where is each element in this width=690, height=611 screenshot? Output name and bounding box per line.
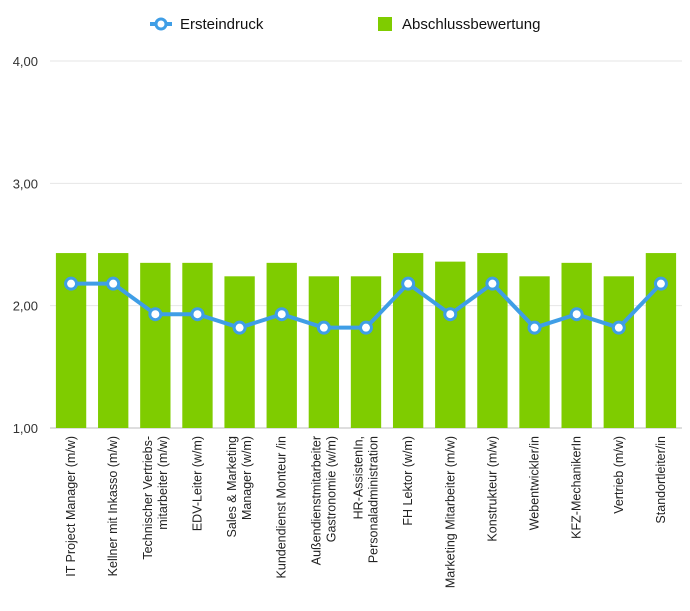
line-point bbox=[316, 320, 331, 335]
x-tick-label: AußendienstmitarbeiterGastronomie (w/m) bbox=[309, 436, 338, 565]
legend-label-abschlussbewertung: Abschlussbewertung bbox=[402, 16, 540, 33]
line-point bbox=[653, 276, 668, 291]
line-point bbox=[148, 307, 163, 322]
x-tick-label: EDV-Leiter (w/m) bbox=[190, 436, 204, 531]
x-axis-labels: IT Project Manager (m/w) Kellner mit Inka… bbox=[64, 436, 668, 588]
line-point bbox=[569, 307, 584, 322]
bar bbox=[519, 276, 550, 428]
legend-label-ersteindruck: Ersteindruck bbox=[180, 16, 264, 33]
line-layer bbox=[64, 276, 668, 335]
bar bbox=[182, 262, 213, 428]
line-point bbox=[106, 276, 121, 291]
x-tick-label: Webentwickler/in bbox=[528, 436, 542, 530]
y-tick-label: 3,00 bbox=[13, 176, 38, 191]
x-tick-label: HR-AssistenIn,Personaladministration bbox=[352, 436, 381, 563]
x-tick-label: Standortleiter/in bbox=[654, 436, 668, 524]
x-tick-label: Technischer Vertriebs-mitarbeiter (m/w) bbox=[141, 436, 170, 560]
bar bbox=[308, 276, 340, 428]
line-point bbox=[527, 320, 542, 335]
bars bbox=[55, 253, 677, 428]
line-point bbox=[443, 307, 458, 322]
y-tick-label: 4,00 bbox=[13, 54, 38, 69]
x-tick-label: KFZ-MechanikerIn bbox=[570, 436, 584, 539]
bar bbox=[561, 262, 592, 428]
y-tick-label: 2,00 bbox=[13, 299, 38, 314]
x-tick-label: Marketing Mitarbeiter (m/w) bbox=[443, 436, 457, 588]
line-point bbox=[485, 276, 500, 291]
line-point bbox=[274, 307, 289, 322]
bar bbox=[224, 276, 255, 428]
legend: Ersteindruck Abschlussbewertung bbox=[150, 16, 540, 33]
x-tick-label: FH Lektor (w/m) bbox=[401, 436, 415, 526]
x-tick-label: Konstrukteur (m/w) bbox=[485, 436, 499, 542]
line-point bbox=[611, 320, 626, 335]
line-point bbox=[64, 276, 79, 291]
legend-bar-swatch bbox=[378, 17, 392, 31]
bar bbox=[350, 276, 382, 428]
legend-line-marker bbox=[154, 17, 168, 31]
x-tick-label: IT Project Manager (m/w) bbox=[64, 436, 78, 577]
bar bbox=[435, 261, 466, 428]
x-tick-label: Kellner mit Inkasso (m/w) bbox=[106, 436, 120, 576]
line-point bbox=[401, 276, 416, 291]
x-tick-label: Vertrieb (m/w) bbox=[612, 436, 626, 514]
bar bbox=[140, 262, 171, 428]
line-point bbox=[359, 320, 373, 335]
x-tick-label: Kundendienst Monteur /in bbox=[275, 436, 289, 579]
bar bbox=[603, 276, 634, 428]
line-point bbox=[232, 320, 247, 335]
line-point bbox=[190, 307, 205, 322]
x-tick-label: Sales & MarketingManager (w/m) bbox=[225, 436, 254, 537]
y-tick-label: 1,00 bbox=[13, 421, 38, 436]
bar bbox=[266, 262, 297, 428]
